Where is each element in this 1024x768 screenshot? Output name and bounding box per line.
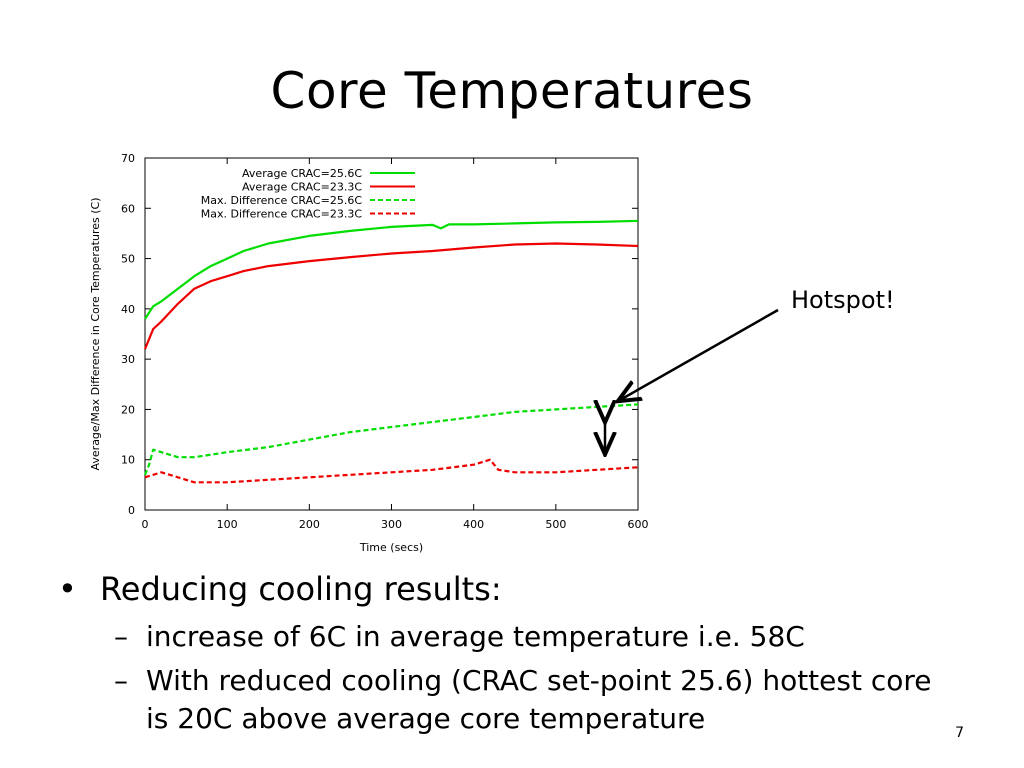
hotspot-pointer-arrow [620,308,779,400]
hotspot-annotation: Hotspot! [791,286,895,314]
x-axis-label: Time (secs) [359,541,423,554]
bullet-main-text: Reducing cooling results: [100,570,502,608]
y-tick-label: 40 [121,303,135,316]
x-tick-label: 200 [299,518,320,531]
x-tick-label: 100 [217,518,238,531]
bullet-dot: • [58,570,77,608]
series-line-4 [144,458,639,484]
y-axis-label: Average/Max Difference in Core Temperatu… [89,198,102,471]
sub-bullet: – increase of 6C in average temperature … [114,618,958,656]
series-line-2 [143,242,639,350]
sub-bullet: – With reduced cooling (CRAC set-point 2… [114,662,958,738]
y-tick-label: 10 [121,454,135,467]
series-line-1 [144,219,639,320]
page-number: 7 [955,725,964,741]
legend-label: Average CRAC=23.3C [242,181,362,194]
y-tick-label: 60 [121,202,135,215]
bullet-list: • Reducing cooling results: – increase o… [58,570,958,744]
legend-label: Max. Difference CRAC=25.6C [201,194,363,207]
y-tick-label: 70 [121,152,135,165]
x-tick-label: 500 [545,518,566,531]
sub-bullet-dash: – [114,664,128,697]
series-line-3 [143,403,639,476]
sub-bullet-text: With reduced cooling (CRAC set-point 25.… [146,664,932,735]
y-tick-label: 20 [121,403,135,416]
slide-title: Core Temperatures [270,62,754,120]
legend-label: Max. Difference CRAC=23.3C [201,208,363,221]
x-tick-label: 600 [628,518,649,531]
y-tick-label: 30 [121,353,135,366]
sub-bullet-dash: – [114,620,128,653]
x-tick-label: 400 [463,518,484,531]
y-tick-label: 50 [121,253,135,266]
y-tick-label: 0 [128,504,135,517]
sub-bullet-text: increase of 6C in average temperature i.… [146,620,805,653]
core-temperature-chart: 0 100 200 300 400 500 600 0 10 20 30 40 50 60 70 Avera… [89,152,649,554]
x-tick-label: 0 [142,518,149,531]
x-tick-label: 300 [381,518,402,531]
legend-label: Average CRAC=25.6C [242,167,362,180]
bullet-main: • Reducing cooling results: [58,570,958,608]
